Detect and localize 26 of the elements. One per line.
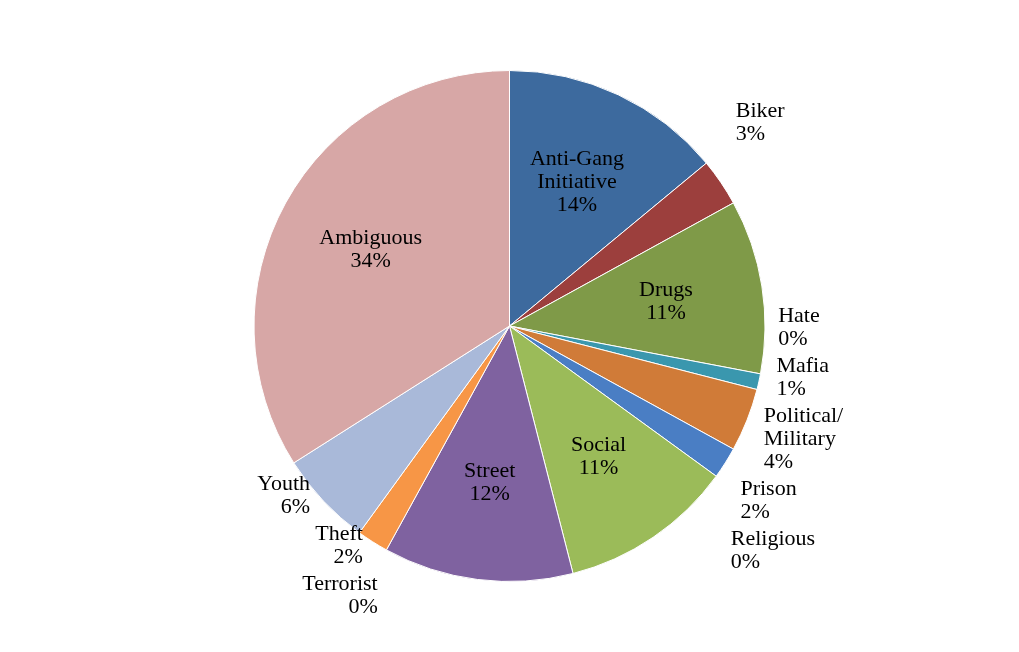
text: 0% [778,325,808,351]
slice-label: Youth [257,469,311,495]
data-label: 12% [469,480,510,506]
category-label: Hate [778,302,820,328]
data-label: 4% [763,448,794,474]
text: 0% [730,548,761,574]
data-label: 2% [740,498,770,524]
slice-label: Theft [315,519,363,545]
slice-label: Ambiguous [319,223,423,249]
slice-label: Street [463,457,516,483]
slice-label: Political/Military [763,402,845,451]
slice-label: Biker [735,97,786,123]
slice-label: Mafia [776,352,830,378]
data-label: 2% [333,542,363,568]
data-label: 1% [776,375,806,401]
category-label: Religious [730,525,816,551]
data-label: 11% [578,454,619,480]
data-label: 6% [280,492,311,518]
data-label: 14% [556,191,598,217]
slice-label: Anti-Gang Initiative [529,145,624,194]
category-label: Terrorist [302,569,378,595]
slice-label: Prison [740,475,797,501]
text: 0% [348,592,378,618]
slice-label: Social [571,431,627,457]
slice-label: Drugs [639,275,693,301]
data-label: 3% [735,120,766,146]
